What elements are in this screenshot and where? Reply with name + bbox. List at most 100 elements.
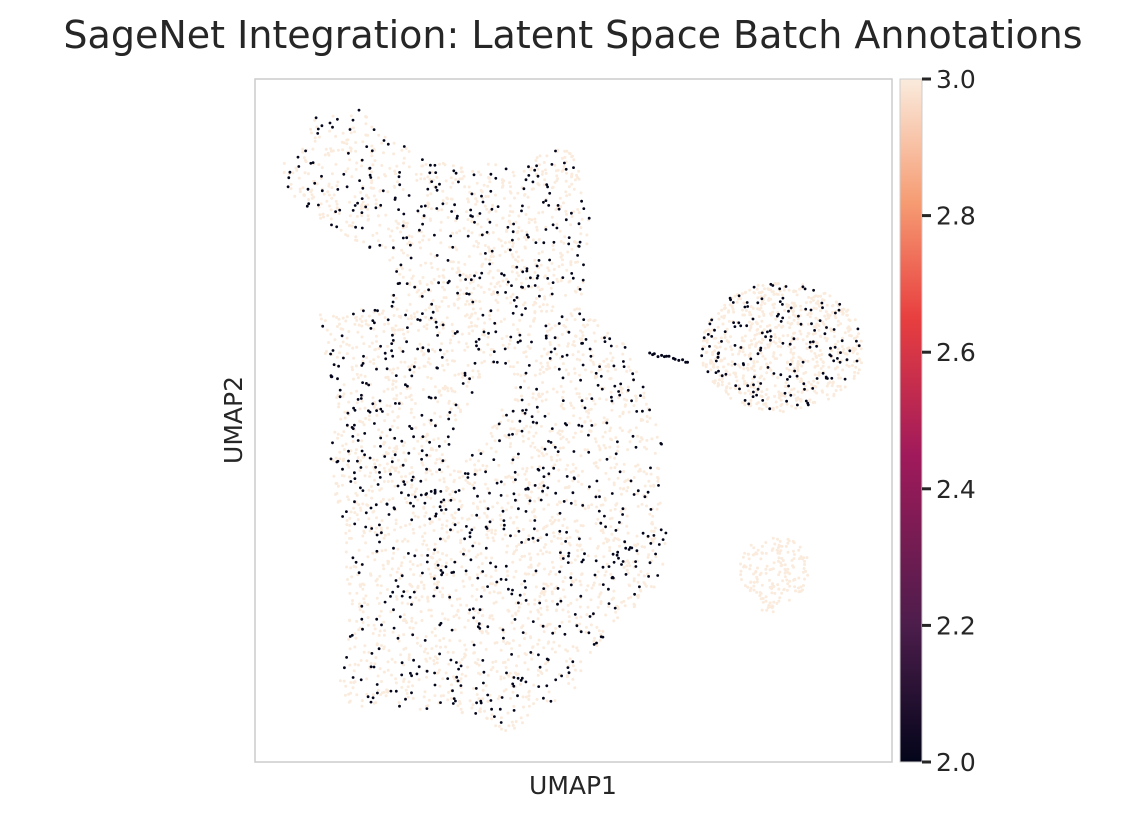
scatter-point-dark [610, 399, 614, 403]
scatter-point-dark [521, 270, 525, 274]
scatter-point-light [342, 430, 346, 434]
scatter-point-light [819, 309, 822, 313]
scatter-point-light [529, 444, 533, 448]
scatter-point-light [636, 580, 640, 584]
scatter-point-light [530, 456, 534, 460]
scatter-point-light [354, 141, 358, 144]
scatter-point-light [426, 175, 430, 179]
scatter-point-dark [569, 583, 573, 587]
scatter-point-dark [548, 357, 552, 360]
scatter-point-light [511, 476, 515, 480]
scatter-point-light [763, 293, 767, 297]
scatter-point-light [475, 573, 479, 577]
scatter-point-light [453, 390, 457, 394]
scatter-point-dark [587, 433, 590, 437]
scatter-point-light [711, 380, 715, 384]
scatter-point-light [791, 539, 795, 543]
scatter-point-light [603, 573, 607, 577]
scatter-point-dark [522, 187, 526, 191]
scatter-point-light [523, 192, 527, 196]
scatter-point-dark [581, 341, 584, 345]
scatter-point-light [310, 131, 313, 135]
scatter-point-light [464, 653, 467, 657]
scatter-point-light [537, 211, 541, 215]
scatter-point-dark [465, 292, 469, 295]
scatter-point-light [444, 561, 448, 565]
scatter-point-light [810, 296, 813, 300]
scatter-point-light [609, 508, 613, 512]
scatter-point-light [540, 672, 544, 675]
scatter-point-light [419, 610, 423, 614]
scatter-point-dark [459, 684, 463, 687]
scatter-point-light [367, 314, 371, 318]
scatter-point-light [743, 334, 747, 338]
scatter-point-light [289, 187, 293, 191]
scatter-point-light [334, 482, 338, 485]
scatter-point-dark [492, 360, 496, 364]
scatter-point-dark [820, 301, 824, 305]
scatter-point-light [510, 461, 514, 465]
scatter-point-dark [439, 500, 443, 504]
scatter-point-dark [361, 186, 365, 190]
scatter-point-light [536, 167, 540, 171]
scatter-point-light [456, 306, 460, 310]
scatter-point-light [348, 663, 352, 667]
scatter-point-light [845, 363, 849, 367]
scatter-point-light [512, 427, 516, 431]
scatter-point-light [397, 639, 401, 643]
scatter-point-light [618, 414, 622, 418]
scatter-point-light [333, 430, 337, 434]
scatter-point-light [391, 379, 395, 383]
scatter-point-dark [493, 321, 497, 325]
scatter-point-light [765, 388, 769, 391]
scatter-point-dark [477, 622, 481, 626]
scatter-point-dark [593, 573, 597, 577]
scatter-point-light [452, 469, 456, 473]
scatter-point-dark [512, 684, 516, 688]
scatter-point-light [491, 276, 495, 280]
scatter-point-dark [360, 197, 364, 201]
scatter-point-light [453, 511, 457, 515]
scatter-point-light [358, 407, 362, 411]
scatter-point-dark [316, 127, 320, 131]
scatter-point-light [413, 360, 417, 364]
scatter-point-dark [511, 588, 514, 592]
scatter-point-light [795, 293, 799, 297]
scatter-point-dark [360, 604, 364, 608]
scatter-point-light [573, 499, 577, 503]
scatter-point-light [405, 387, 409, 391]
scatter-point-light [521, 439, 525, 443]
scatter-point-light [534, 297, 538, 300]
scatter-point-light [628, 564, 632, 568]
scatter-point-light [527, 502, 531, 505]
scatter-point-light [471, 369, 475, 373]
scatter-point-light [772, 600, 776, 604]
scatter-point-light [622, 462, 626, 466]
scatter-point-dark [449, 234, 453, 238]
scatter-point-light [492, 590, 496, 594]
scatter-point-light [490, 434, 494, 438]
scatter-point-dark [401, 224, 405, 228]
scatter-point-dark [839, 351, 842, 354]
scatter-point-light [447, 662, 451, 666]
scatter-point-light [852, 374, 856, 378]
scatter-point-light [424, 647, 428, 651]
scatter-point-light [360, 704, 364, 708]
scatter-point-light [430, 614, 433, 618]
scatter-point-light [480, 562, 484, 566]
scatter-point-dark [470, 528, 474, 532]
scatter-point-light [576, 285, 580, 289]
scatter-point-light [445, 519, 449, 523]
scatter-point-light [494, 569, 498, 572]
scatter-point-light [561, 446, 565, 450]
scatter-point-light [596, 605, 600, 609]
scatter-point-light [401, 328, 405, 332]
scatter-point-dark [363, 432, 367, 435]
scatter-point-light [546, 364, 550, 368]
scatter-point-light [406, 330, 410, 334]
scatter-point-light [387, 498, 391, 502]
scatter-point-light [382, 466, 386, 470]
scatter-point-light [503, 317, 506, 321]
scatter-point-light [501, 596, 505, 600]
scatter-point-dark [474, 712, 478, 715]
